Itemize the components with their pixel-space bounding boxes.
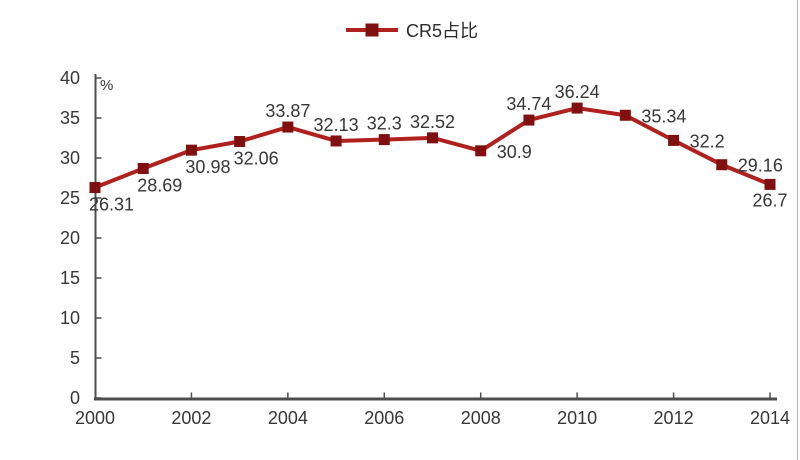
legend-marker xyxy=(365,23,379,37)
data-point-marker xyxy=(234,136,246,148)
y-axis-tick-label: 10 xyxy=(60,308,80,328)
x-axis-tick-label: 2014 xyxy=(750,408,790,428)
data-point-label: 30.9 xyxy=(497,142,532,162)
data-point-label: 34.74 xyxy=(506,94,551,114)
y-axis-tick-label: 20 xyxy=(60,228,80,248)
data-point-label: 32.06 xyxy=(234,149,279,169)
data-point-label: 26.7 xyxy=(752,190,787,210)
data-point-marker xyxy=(89,182,101,194)
x-axis-tick-label: 2012 xyxy=(654,408,694,428)
chart-legend: CR5占比 xyxy=(346,21,478,41)
y-axis-tick-label: 5 xyxy=(70,348,80,368)
x-axis-tick-label: 2010 xyxy=(557,408,597,428)
data-point-label: 26.31 xyxy=(89,195,134,215)
data-point-marker xyxy=(378,134,390,146)
data-point-marker xyxy=(427,132,438,144)
x-axis-tick-label: 2008 xyxy=(461,408,501,428)
data-point-label: 32.13 xyxy=(314,115,359,135)
x-axis-tick-label: 2002 xyxy=(171,408,211,428)
y-axis-tick-label: 30 xyxy=(60,148,80,168)
data-point-marker xyxy=(282,121,294,133)
data-point-marker xyxy=(668,134,680,146)
y-axis-tick-label: 15 xyxy=(60,268,80,288)
data-point-marker xyxy=(523,114,535,126)
data-point-label: 28.69 xyxy=(137,175,182,195)
x-axis-tick-label: 2004 xyxy=(268,408,308,428)
y-axis-unit-label: % xyxy=(100,77,113,94)
data-point-marker xyxy=(764,178,776,190)
data-point-marker xyxy=(185,144,197,156)
data-point-marker xyxy=(330,135,342,147)
data-point-label: 29.16 xyxy=(738,156,783,176)
data-point-marker xyxy=(716,159,728,171)
y-axis-tick-label: 35 xyxy=(60,108,80,128)
legend-label: CR5占比 xyxy=(406,21,478,41)
data-point-label: 32.52 xyxy=(410,112,455,132)
x-axis-tick-label: 2000 xyxy=(75,408,115,428)
data-point-label: 35.34 xyxy=(641,106,686,126)
y-axis-tick-label: 25 xyxy=(60,188,80,208)
x-axis-tick-label: 2006 xyxy=(364,408,404,428)
y-axis-tick-label: 0 xyxy=(70,388,80,408)
data-point-label: 30.98 xyxy=(185,157,230,177)
data-point-marker xyxy=(137,162,149,174)
data-point-label: 32.3 xyxy=(367,114,402,134)
data-point-label: 36.24 xyxy=(555,82,600,102)
data-point-marker xyxy=(619,109,631,121)
y-axis-tick-label: 40 xyxy=(60,68,80,88)
data-point-marker xyxy=(475,145,487,157)
plot-area: 0 5 10 15 20 25 30 35 40 2000 2002 2004 2006 2008 2010… xyxy=(60,68,790,428)
data-point-marker xyxy=(571,102,583,114)
data-point-label: 33.87 xyxy=(265,101,310,121)
data-point-label: 32.2 xyxy=(690,131,725,151)
